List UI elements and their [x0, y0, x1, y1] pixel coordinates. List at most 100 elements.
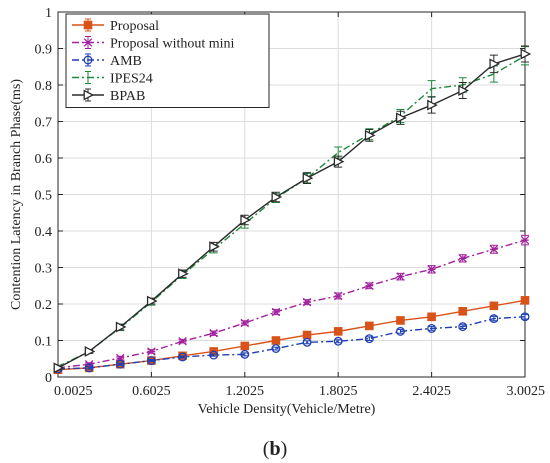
data-point-circle	[84, 363, 94, 373]
series-line	[57, 53, 526, 369]
data-point-circle	[115, 359, 125, 369]
y-tick-label: 0.2	[35, 298, 53, 313]
data-point-triangle	[53, 362, 65, 374]
legend-entry: IPES24	[72, 71, 153, 87]
series-line	[57, 239, 526, 369]
series-bpab	[53, 45, 532, 374]
data-point-x	[427, 265, 436, 274]
panel-label-close: )	[281, 438, 288, 460]
data-point-triangle	[84, 345, 96, 357]
legend-label: BPAB	[110, 89, 145, 104]
data-point-circle	[427, 324, 437, 333]
data-point-x	[458, 254, 467, 263]
x-tick-labels: 0.0025 0.6025 1.2025 1.8025 2.4025 3.0025	[54, 384, 545, 399]
x-axis-label: Vehicle Density(Vehicle/Metre)	[198, 402, 376, 417]
data-point-x	[116, 353, 125, 363]
data-point-x	[240, 318, 250, 328]
data-point-circle	[209, 350, 219, 360]
legend-label: IPES24	[110, 72, 153, 87]
data-point-x	[333, 291, 343, 301]
data-point-x	[302, 297, 312, 307]
data-point-circle	[489, 314, 499, 324]
legend-box	[65, 13, 270, 108]
data-point-square	[520, 296, 530, 305]
error-bar	[271, 346, 280, 351]
y-tick-label: 0.6	[35, 152, 53, 167]
x-tick-label: 2.4025	[412, 384, 451, 399]
legend-entry: Proposal without mini	[72, 36, 235, 52]
legend-swatch-errorbar	[85, 71, 91, 84]
series-amb	[53, 312, 530, 374]
data-point-circle	[520, 312, 530, 322]
y-tick-label: 0.4	[35, 225, 53, 240]
legend-entry: AMB	[72, 53, 142, 69]
legend-entry: BPAB	[72, 88, 145, 104]
x-tick-label: 0.6025	[132, 384, 171, 399]
data-point-circle	[271, 344, 281, 353]
data-point-triangle	[302, 172, 314, 184]
panel-label-letter: b	[269, 438, 280, 460]
data-point-x	[396, 272, 405, 281]
x-tick-label: 1.8025	[319, 384, 358, 399]
series-line	[57, 55, 526, 368]
data-point-circle	[240, 349, 250, 359]
data-point-square	[489, 301, 499, 311]
x-tick-label: 0.0025	[54, 384, 93, 399]
data-point-square	[333, 327, 343, 336]
data-point-triangle	[115, 321, 127, 333]
data-point-square	[83, 20, 93, 30]
legend-label: AMB	[110, 54, 142, 69]
y-tick-label: 0.3	[35, 262, 53, 277]
error-bar	[240, 352, 249, 357]
legend-entry: Proposal	[72, 18, 159, 34]
error-bar	[334, 339, 343, 344]
axis-ticks	[57, 11, 526, 378]
data-point-square	[427, 312, 436, 322]
y-tick-labels: 0 0.1 0.2 0.3 0.4 0.5 0.6 0.7 0.8 0.9 1	[35, 6, 53, 386]
data-point-circle	[302, 337, 312, 347]
data-point-square	[302, 330, 312, 340]
data-point-x	[178, 336, 187, 346]
y-tick-label: 0.7	[35, 116, 53, 131]
x-tick-label: 1.2025	[226, 384, 265, 399]
data-point-circle	[178, 352, 187, 362]
legend-label: Proposal	[110, 19, 159, 34]
data-point-x	[520, 235, 530, 245]
data-point-x	[147, 347, 156, 356]
data-point-triangle	[520, 48, 532, 60]
data-point-x	[209, 328, 218, 338]
data-point-triangle	[83, 89, 95, 101]
panel-label: (b)	[263, 438, 287, 460]
data-point-triangle	[364, 129, 376, 141]
data-point-triangle	[240, 214, 252, 226]
data-point-triangle	[271, 191, 283, 203]
data-point-circle	[146, 356, 156, 366]
data-point-triangle	[333, 156, 345, 168]
series-proposal	[53, 296, 530, 374]
data-point-circle	[364, 334, 374, 344]
data-point-circle	[83, 55, 93, 65]
data-point-x	[271, 307, 281, 317]
x-tick-label: 3.0025	[507, 384, 546, 399]
data-point-triangle	[427, 99, 438, 111]
data-point-circle	[458, 322, 468, 332]
data-point-triangle	[146, 295, 158, 307]
data-point-x	[365, 281, 374, 291]
data-point-x	[83, 38, 93, 47]
data-point-triangle	[489, 58, 501, 70]
data-point-triangle	[178, 268, 189, 280]
legend-label: Proposal without mini	[110, 37, 235, 52]
data-point-triangle	[396, 112, 407, 124]
error-bar	[365, 336, 374, 341]
series-line	[57, 299, 526, 371]
y-tick-label: 0	[45, 371, 52, 386]
data-point-triangle	[458, 85, 469, 96]
data-point-square	[271, 336, 281, 345]
series-layer	[53, 45, 532, 374]
legend: Proposal Proposal without mini AMB IPES24 BP…	[65, 13, 270, 108]
y-tick-label: 1	[45, 6, 52, 21]
panel-label-open: (	[263, 438, 270, 460]
data-point-square	[240, 341, 250, 351]
data-point-square	[365, 321, 374, 331]
